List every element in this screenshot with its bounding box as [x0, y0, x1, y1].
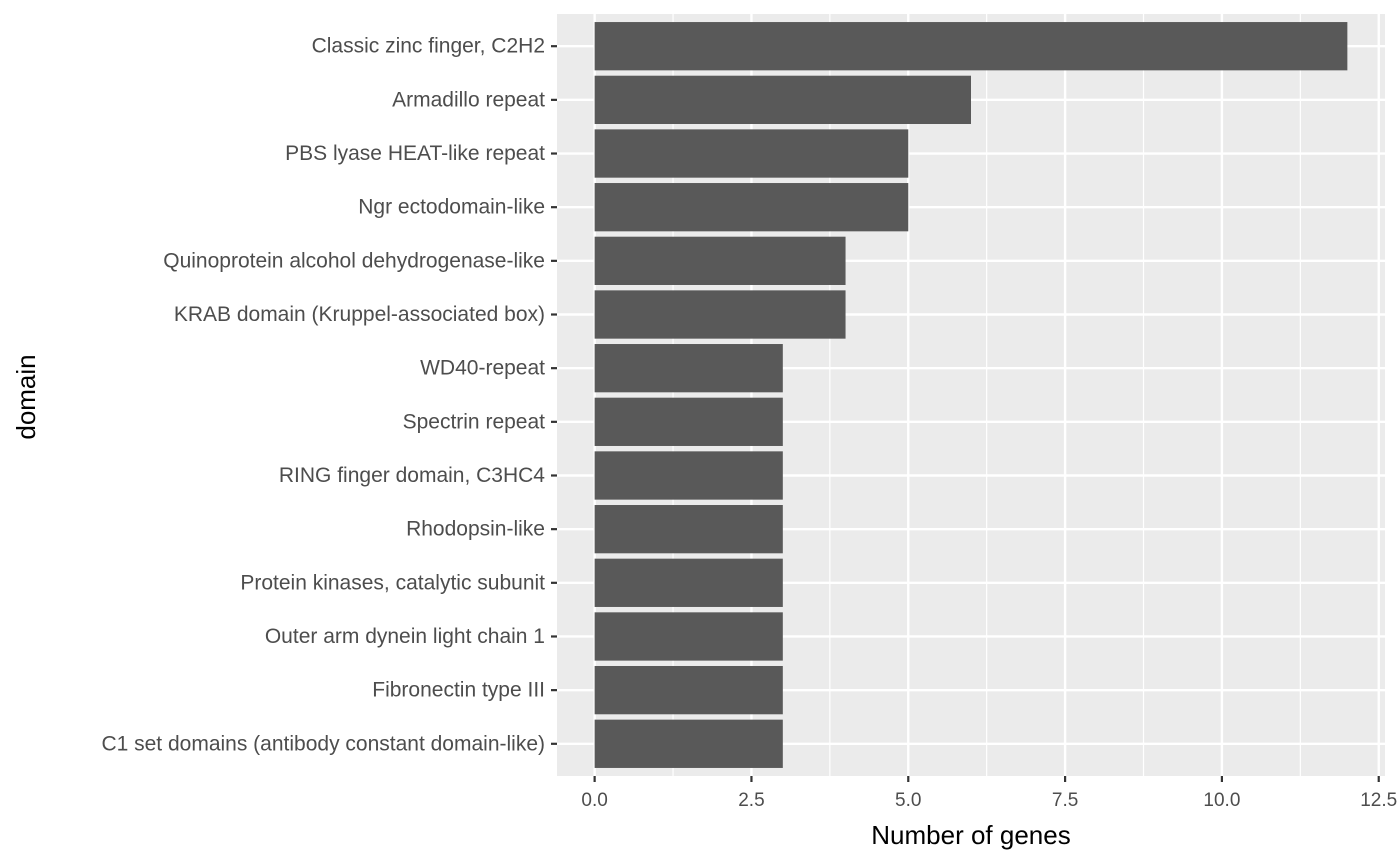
bar [594, 397, 783, 446]
bar [594, 719, 783, 768]
x-axis: 0.0 2.5 5.0 7.5 10.0 12.5 [581, 776, 1397, 811]
y-tick-label: Classic zinc finger, C2H2 [312, 35, 545, 58]
y-tick-label: Protein kinases, catalytic subunit [240, 571, 545, 594]
bar [594, 129, 909, 178]
y-tick-label: Armadillo repeat [392, 88, 545, 111]
bar [594, 183, 909, 232]
y-tick-label: RING finger domain, C3HC4 [279, 464, 545, 487]
y-tick-label: Quinoprotein alcohol dehydrogenase-like [163, 249, 545, 272]
y-tick-label: Rhodopsin-like [406, 518, 545, 541]
bar [594, 505, 783, 554]
bar [594, 558, 783, 607]
bar [594, 22, 1348, 71]
y-tick-label: KRAB domain (Kruppel-associated box) [174, 303, 545, 326]
y-tick-label: PBS lyase HEAT-like repeat [285, 142, 545, 165]
bar [594, 451, 783, 500]
y-axis-title: domain [11, 354, 41, 439]
bar [594, 75, 971, 125]
x-axis-title: Number of genes [871, 820, 1070, 850]
x-tick-label: 7.5 [1052, 790, 1078, 811]
x-tick-label: 10.0 [1203, 790, 1240, 811]
x-tick-label: 5.0 [895, 790, 921, 811]
bar [594, 665, 783, 715]
y-tick-label: Spectrin repeat [403, 410, 546, 433]
x-tick-label: 12.5 [1360, 790, 1397, 811]
y-tick-label: Ngr ectodomain-like [358, 196, 545, 219]
bar [594, 290, 846, 339]
bar [594, 344, 783, 393]
y-tick-label: WD40-repeat [420, 357, 545, 380]
bar [594, 236, 846, 285]
bar [594, 612, 783, 661]
y-tick-label: Fibronectin type III [372, 679, 545, 702]
y-tick-label: C1 set domains (antibody constant domain… [101, 732, 545, 755]
x-tick-label: 2.5 [738, 790, 764, 811]
x-tick-label: 0.0 [581, 790, 607, 811]
y-tick-label: Outer arm dynein light chain 1 [265, 625, 545, 648]
y-axis: Classic zinc finger, C2H2 Armadillo repea… [101, 35, 557, 755]
bars [594, 22, 1348, 768]
plot-panel [557, 14, 1385, 776]
